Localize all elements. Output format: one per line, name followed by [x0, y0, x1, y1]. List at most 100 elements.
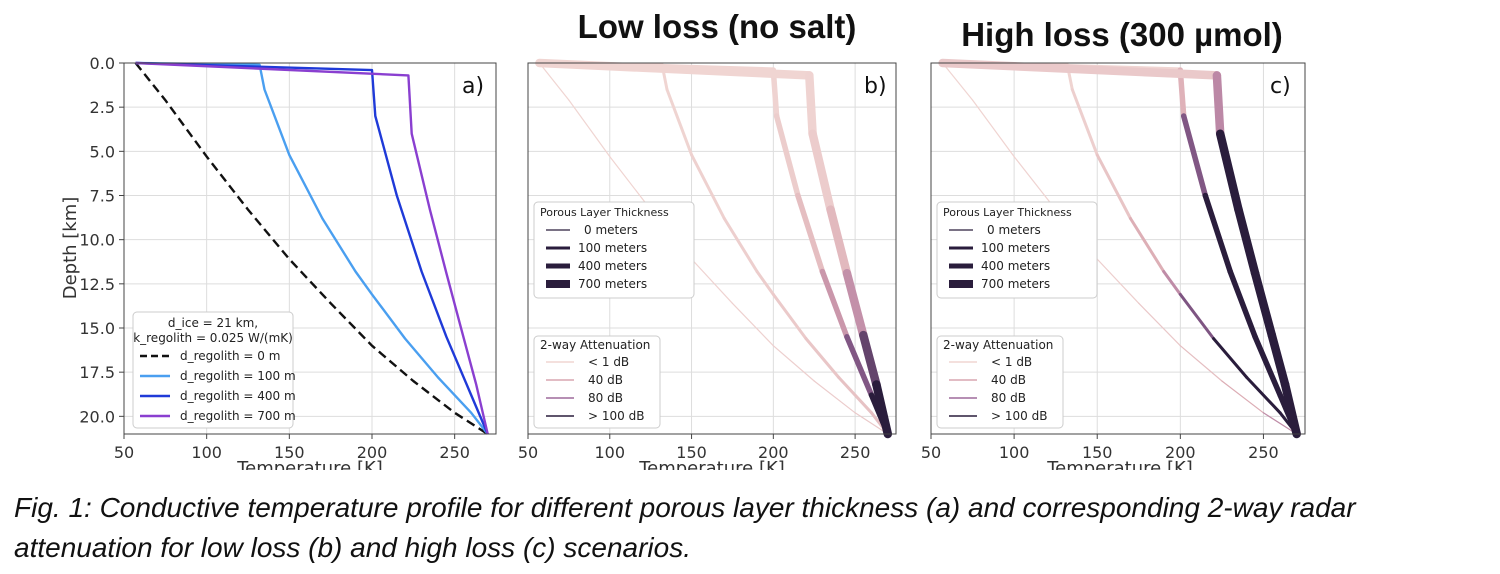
series-2-segment	[1227, 268, 1258, 340]
panel-c-x-ticks: 50 100 150 200 250	[921, 434, 1279, 462]
panel-c-att-label-80: 80 dB	[991, 391, 1026, 405]
panel-c-att-label-100: > 100 dB	[991, 409, 1047, 423]
series-3-segment	[872, 380, 893, 439]
series-0-segment	[1096, 258, 1140, 304]
panel-b-attenuation-title: 2-way Attenuation	[540, 338, 650, 352]
panel-c-thick-label-700: 700 meters	[981, 277, 1050, 291]
panel-c-legend: Porous Layer Thickness 0 meters 100 mete…	[936, 201, 1098, 299]
series-0-segment	[1013, 156, 1057, 211]
x-tick-label: 200	[1165, 443, 1196, 462]
panel-b-x-axis-label: Temperature [K]	[638, 458, 785, 470]
series-0-segment	[690, 258, 734, 304]
series-3-segment	[842, 268, 868, 340]
series-1-segment	[690, 153, 726, 220]
panel-c-thick-label-100: 100 meters	[981, 241, 1050, 255]
panel-b-thick-label-0: 0 meters	[584, 223, 638, 237]
panel-c-letter: c)	[1270, 74, 1291, 99]
series-3-segment	[859, 330, 881, 389]
y-tick-label: 10.0	[79, 231, 115, 250]
series-0-segment	[1221, 380, 1265, 414]
series-0-segment	[1138, 302, 1181, 347]
panel-a-x-axis-label: Temperature [K]	[236, 458, 383, 470]
panel-b-frame	[527, 62, 897, 435]
x-tick-label: 50	[921, 443, 941, 462]
y-tick-label: 15.0	[79, 319, 115, 338]
series-1-segment	[837, 376, 873, 415]
x-tick-label: 100	[999, 443, 1030, 462]
series-1-segment	[1245, 376, 1282, 415]
panel-c-thick-label-400: 400 meters	[981, 259, 1050, 273]
panel-a-legend-box	[132, 311, 294, 429]
y-tick-label: 5.0	[90, 142, 115, 161]
series-2-segment	[773, 113, 801, 199]
figure-caption: Fig. 1: Conductive temperature profile f…	[14, 492, 1356, 563]
legend-label-400m: d_regolith = 400 m	[180, 389, 296, 403]
y-axis-label: Depth [km]	[60, 197, 81, 300]
panel-c-frame	[930, 62, 1306, 435]
series-3-segment	[1215, 129, 1243, 214]
panel-a-legend: d_ice = 21 km, k_regolith = 0.025 W/(mK)…	[132, 311, 296, 429]
panel-b-thick-label-400: 400 meters	[578, 259, 647, 273]
series-3-segment	[938, 58, 1222, 80]
series-2-segment	[1252, 334, 1283, 398]
series-2-segment	[1202, 192, 1233, 275]
panel-a: 50 100 150 200 250 0.0 2.5 5.0 7.5 10.0 12.5 15.0 1…	[79, 54, 497, 470]
series-1-segment	[1129, 217, 1166, 273]
panel-b-att-label-80: 80 dB	[588, 391, 623, 405]
x-tick-label: 100	[595, 443, 626, 462]
panel-b-att-legend-box	[533, 335, 661, 429]
panel-b-x-ticks: 50 100 150 200 250	[518, 434, 871, 462]
y-tick-label: 0.0	[90, 54, 115, 73]
legend-header-line1: d_ice = 21 km,	[168, 316, 258, 330]
series-3-segment	[808, 129, 835, 214]
x-tick-label: 200	[357, 443, 388, 462]
panel-a-y-ticks: 0.0 2.5 5.0 7.5 10.0 12.5 15.0 17.5 20.0	[79, 54, 124, 426]
series-1-segment	[722, 217, 759, 273]
panel-c-attenuation-title: 2-way Attenuation	[943, 338, 1053, 352]
panel-b-attenuation-legend: 2-way Attenuation < 1 dB 40 dB 80 dB > 1…	[533, 335, 661, 429]
panel-c-att-label-40: 40 dB	[991, 373, 1026, 387]
series-1-segment	[1178, 292, 1216, 341]
series-1-segment	[1095, 153, 1132, 220]
panel-c-att-legend-box	[936, 335, 1064, 429]
series-line-0	[134, 62, 489, 436]
panel-a-x-ticks: 50 100 150 200 250	[114, 434, 470, 462]
panel-c-x-axis-label: Temperature [K]	[1046, 458, 1193, 470]
x-tick-label: 100	[191, 443, 222, 462]
panel-c-title: High loss (300 µmol)	[961, 16, 1283, 53]
series-0-segment	[1262, 412, 1298, 435]
x-tick-label: 250	[439, 443, 470, 462]
series-3-segment	[1267, 330, 1290, 389]
series-0-segment	[941, 62, 974, 101]
panel-b-att-label-100: > 100 dB	[588, 409, 644, 423]
panel-b-att-label-40: 40 dB	[588, 373, 623, 387]
series-3-segment	[1212, 71, 1225, 138]
x-tick-label: 50	[114, 443, 134, 462]
series-0-segment	[609, 156, 652, 211]
x-tick-label: 200	[758, 443, 789, 462]
panel-b-title: Low loss (no salt)	[578, 8, 857, 45]
x-tick-label: 150	[1082, 443, 1113, 462]
panel-b-legend-box	[533, 201, 695, 299]
legend-label-100m: d_regolith = 100 m	[180, 369, 296, 383]
x-tick-label: 250	[840, 443, 871, 462]
panel-c-att-label-1: < 1 dB	[991, 355, 1032, 369]
series-1-segment	[771, 292, 808, 341]
series-2-segment	[844, 334, 875, 398]
series-3-segment	[1250, 268, 1277, 340]
series-1-segment	[1070, 88, 1099, 157]
panel-a-letter: a)	[462, 74, 484, 99]
series-0-segment	[813, 380, 856, 414]
x-tick-label: 250	[1248, 443, 1279, 462]
series-3-segment	[1234, 205, 1260, 278]
series-2-segment	[1180, 113, 1209, 199]
legend-header-line2: k_regolith = 0.025 W/(mK)	[133, 331, 293, 345]
series-3-segment	[535, 58, 814, 80]
y-tick-label: 2.5	[90, 98, 115, 117]
series-1-segment	[804, 337, 841, 379]
panel-b-thick-label-700: 700 meters	[578, 277, 647, 291]
legend-label-700m: d_regolith = 700 m	[180, 409, 296, 423]
panel-b: 50 100 150 200 250 Temperature [K] b) Porous…	[518, 58, 897, 470]
y-tick-label: 20.0	[79, 407, 115, 426]
x-tick-label: 50	[518, 443, 538, 462]
